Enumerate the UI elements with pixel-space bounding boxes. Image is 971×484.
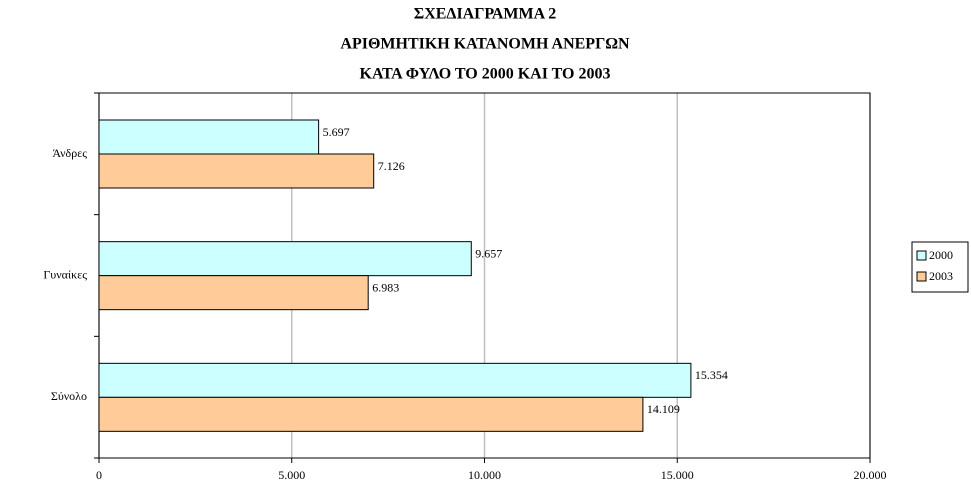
value-label: 14.109 [647,402,680,416]
chart-title: ΚΑΤΑ ΦΥΛΟ ΤΟ 2000 ΚΑΙ ΤΟ 2003 [360,66,611,83]
bar [98,275,369,311]
value-label: 6.983 [372,280,399,294]
bar [98,241,472,277]
legend-swatch [916,250,927,261]
legend-label: 2003 [929,269,953,283]
bar [98,362,692,398]
value-label: 15.354 [695,368,728,382]
chart-title: ΑΡΙΘΜΗΤΙΚΗ ΚΑΤΑΝΟΜΗ ΑΝΕΡΓΩΝ [340,36,630,53]
y-tick-label: Γυναίκες [43,267,87,281]
legend-label: 2000 [929,248,953,262]
legend-box [911,241,969,293]
x-tick-label: 5.000 [278,468,305,482]
y-tick-label: Άνδρες [52,146,87,160]
value-label: 7.126 [378,159,405,173]
x-tick-label: 10.000 [468,468,501,482]
x-tick-label: 0 [96,468,102,482]
legend-swatch [916,271,927,282]
x-tick-label: 15.000 [661,468,694,482]
y-tick-label: Σύνολο [51,389,87,403]
x-tick-label: 20.000 [854,468,887,482]
bar [98,119,320,155]
bar [98,396,644,432]
chart-title: ΣΧΕΔΙΑΓΡΑΜΜΑ 2 [414,6,557,23]
bar [98,153,375,189]
value-label: 9.657 [475,246,502,260]
value-label: 5.697 [323,125,350,139]
